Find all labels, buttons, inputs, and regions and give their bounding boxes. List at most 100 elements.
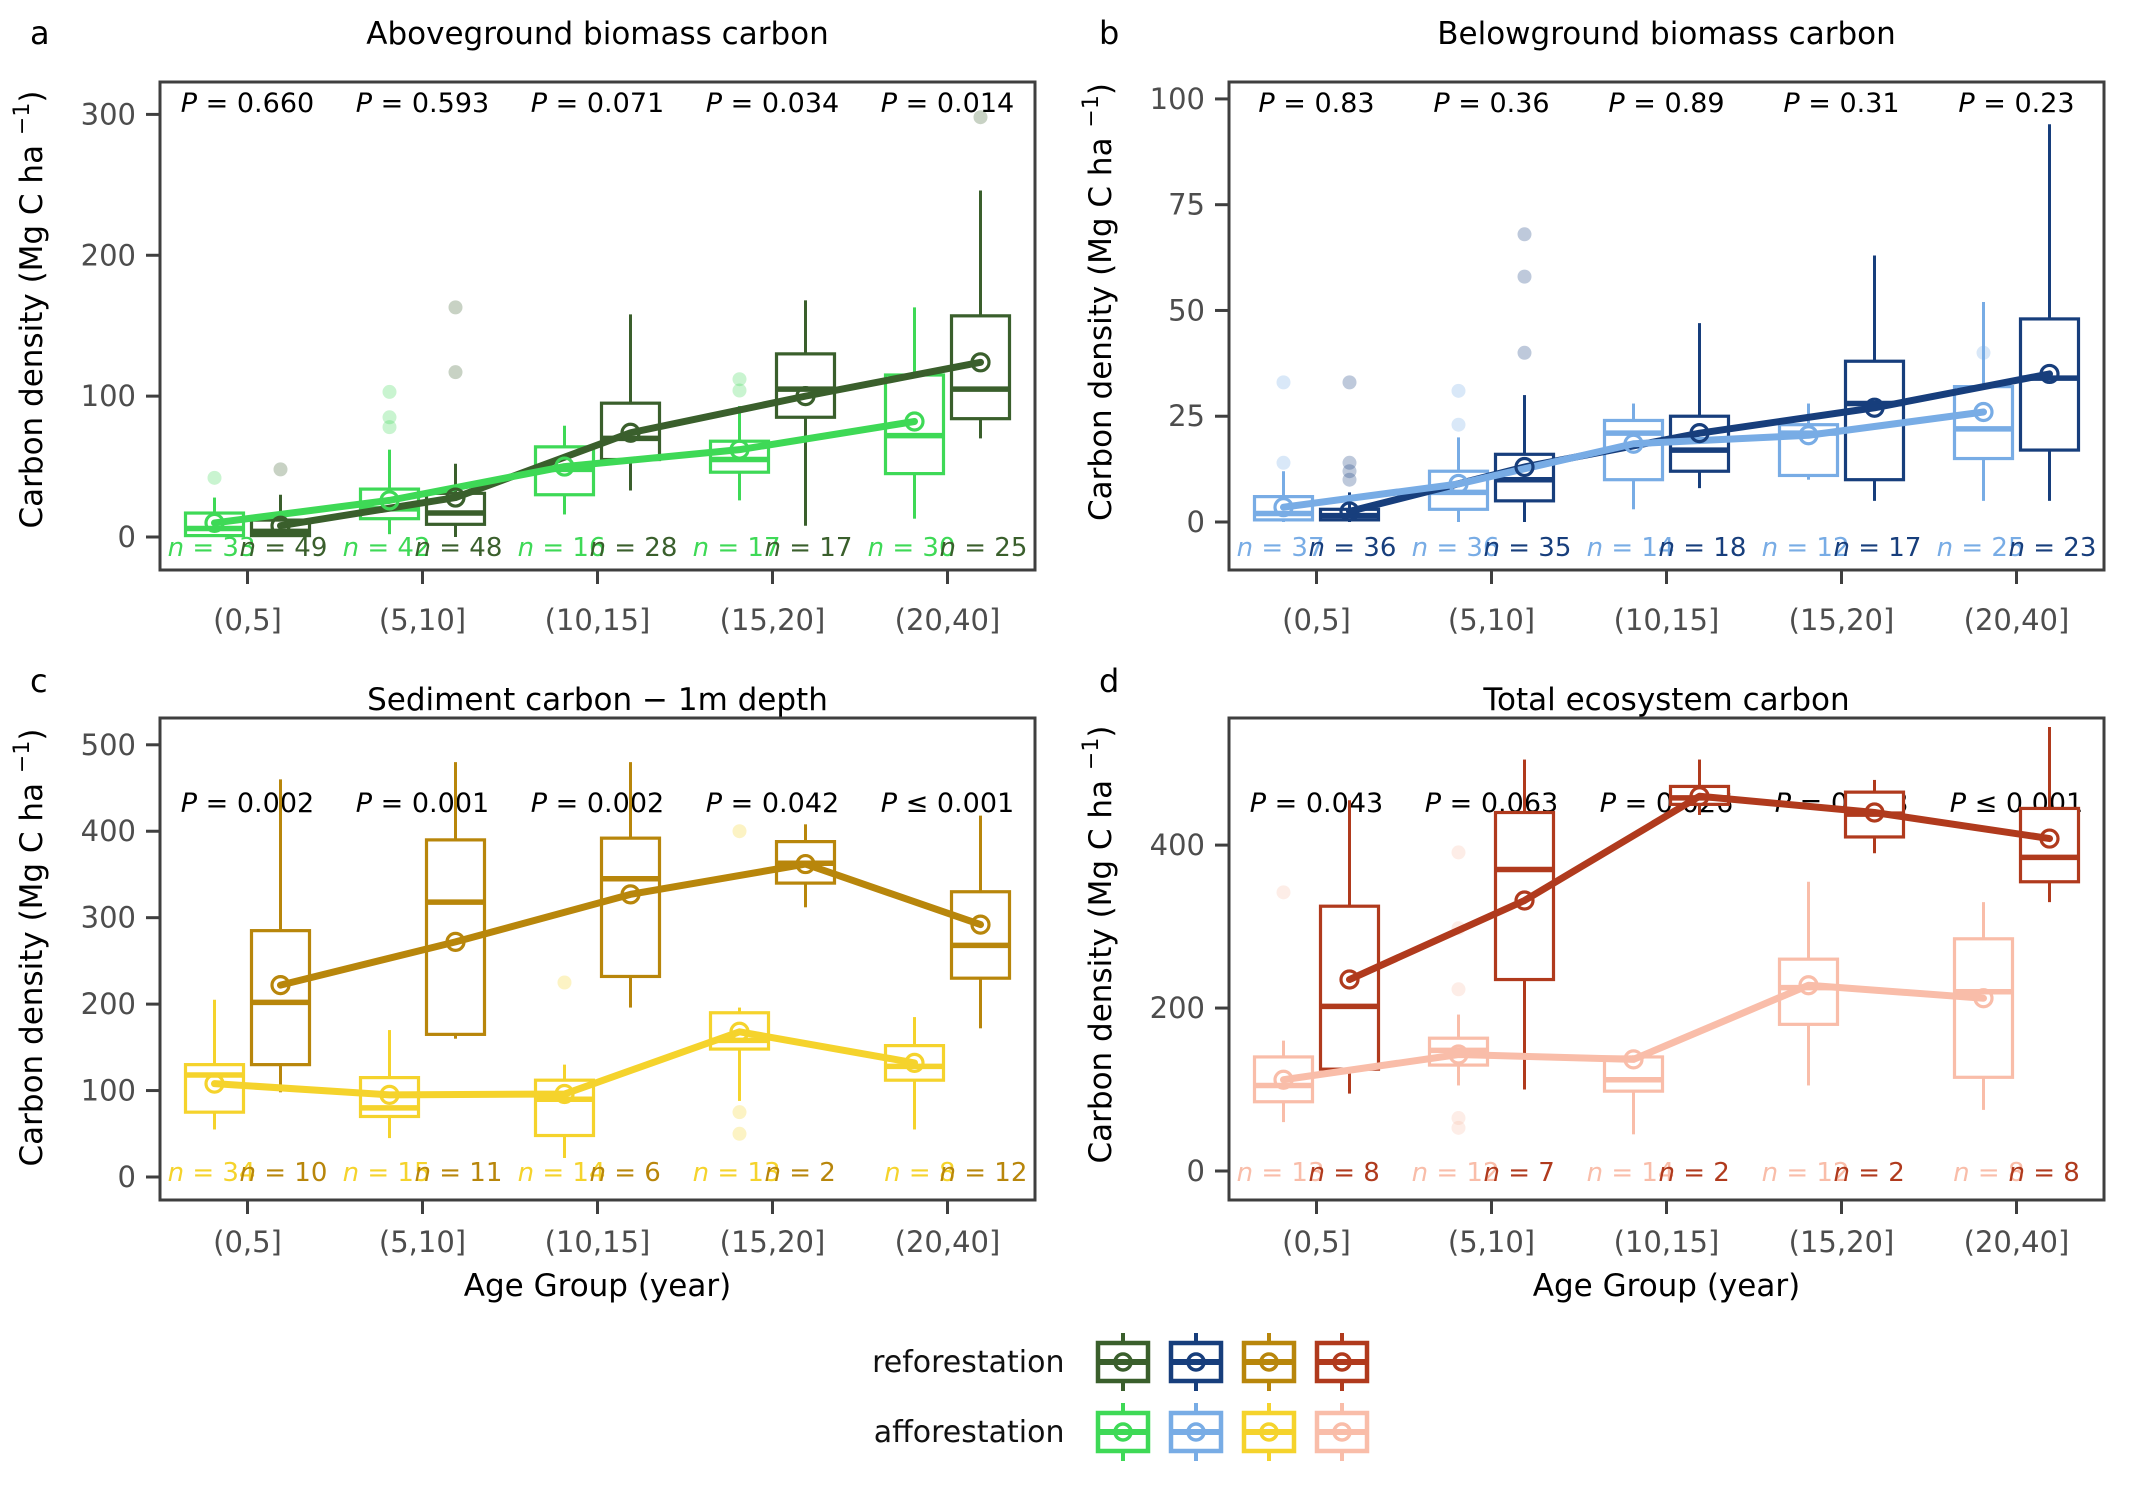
n-label-reforestation: n = 23 — [2009, 533, 2097, 563]
outlier-point — [1451, 1120, 1466, 1135]
outlier-point — [732, 1105, 747, 1120]
p-value-label: P = 0.001 — [356, 788, 489, 819]
mean-point-reforestation — [620, 422, 641, 443]
n-label-afforestation: n = 14 — [1587, 1158, 1675, 1188]
panel-letter: b — [1099, 14, 1119, 52]
mean-point-reforestation — [1339, 969, 1360, 990]
n-label-reforestation: n = 10 — [240, 1158, 328, 1188]
x-axis-title: Age Group (year) — [1533, 1268, 1800, 1304]
boxplot-afforestation-group2 — [1427, 845, 1490, 1135]
outlier-point — [1451, 845, 1466, 860]
n-label-afforestation: n = 13 — [693, 1158, 781, 1188]
panel-title: Total ecosystem carbon — [1482, 682, 1849, 718]
mean-point-afforestation — [1798, 425, 1819, 446]
panel-title: Belowground biomass carbon — [1437, 16, 1896, 52]
y-axis-title: Carbon density (Mg C ha −1) — [1079, 83, 1119, 521]
mean-point-reforestation — [1339, 501, 1360, 522]
outlier-point — [1342, 472, 1357, 487]
mean-point-afforestation — [729, 1021, 750, 1042]
y-tick-label: 200 — [1150, 991, 1205, 1025]
x-tick-label: (0,5] — [1282, 603, 1351, 637]
mean-point-afforestation — [204, 512, 225, 534]
boxplot-afforestation-group5 — [1952, 302, 2015, 501]
boxplot-afforestation-group3 — [533, 975, 596, 1158]
n-label-reforestation: n = 2 — [765, 1158, 836, 1188]
y-tick-label: 100 — [81, 1074, 136, 1108]
legend-glyph-afforestation-4 — [1314, 1403, 1369, 1461]
y-axis-title: Carbon density (Mg C ha −1) — [10, 91, 50, 529]
outlier-point — [1276, 885, 1291, 900]
n-label-afforestation: n = 33 — [168, 533, 256, 563]
y-tick-label: 500 — [81, 728, 136, 762]
mean-point-reforestation — [1689, 786, 1710, 807]
y-tick-label: 200 — [81, 987, 136, 1021]
boxplot-afforestation-group1 — [183, 470, 246, 538]
x-tick-label: (20,40] — [1964, 603, 2070, 637]
n-label-afforestation: n = 12 — [1762, 533, 1850, 563]
panel-svg-d: d Total ecosystem carbon Carbon density (M… — [1079, 662, 2106, 1304]
n-label-reforestation: n = 12 — [940, 1158, 1028, 1188]
n-label-afforestation: n = 15 — [343, 1158, 431, 1188]
boxplot-reforestation-group5 — [2018, 124, 2081, 501]
outlier-point — [1517, 269, 1532, 284]
boxplot-afforestation-group1 — [183, 999, 246, 1130]
outlier-point — [207, 470, 222, 485]
n-label-reforestation: n = 18 — [1659, 533, 1747, 563]
boxplot-reforestation-group3 — [1668, 323, 1731, 489]
boxplot-afforestation-group1 — [1252, 885, 1315, 1123]
legend-glyph-afforestation-1 — [1095, 1403, 1150, 1461]
glyph-mean-circle — [1258, 1352, 1279, 1372]
trend-line-afforestation — [1280, 408, 1987, 511]
panel-sediment-carbon: c Sediment carbon − 1m depth Carbon densit… — [0, 660, 1069, 1320]
mean-point-reforestation — [445, 487, 466, 508]
trend-line-afforestation — [211, 417, 918, 527]
boxplot-reforestation-group1 — [1318, 800, 1381, 1094]
n-label-afforestation: n = 17 — [693, 533, 781, 563]
y-tick-label: 0 — [1187, 1154, 1205, 1188]
n-label-reforestation: n = 17 — [765, 533, 853, 563]
boxplot-afforestation-group5 — [883, 1017, 946, 1130]
y-tick-label: 0 — [1187, 505, 1205, 539]
outlier-point — [1451, 383, 1466, 398]
p-value-label: P = 0.002 — [531, 788, 664, 819]
x-tick-label: (10,15] — [545, 1225, 651, 1259]
legend-label-afforestation: afforestation — [873, 1414, 1065, 1450]
boxplot-reforestation-group2 — [1493, 759, 1556, 1090]
x-tick-label: (10,15] — [1614, 1225, 1720, 1259]
n-label-afforestation: n = 14 — [1587, 533, 1675, 563]
outlier-point — [382, 420, 397, 435]
mean-point-reforestation — [270, 975, 291, 996]
x-tick-label: (20,40] — [895, 1225, 1001, 1259]
x-tick-label: (5,10] — [379, 1225, 466, 1259]
glyph-mean-circle — [1331, 1352, 1352, 1372]
legend-glyph-reforestation-4 — [1314, 1333, 1369, 1391]
x-tick-label: (15,20] — [1789, 1225, 1895, 1259]
legend: reforestation afforestation — [0, 1316, 2138, 1462]
box — [2018, 317, 2081, 452]
mean-point-reforestation — [1864, 802, 1885, 823]
outlier-point — [1342, 455, 1357, 470]
n-label-reforestation: n = 48 — [415, 533, 503, 563]
n-label-afforestation: n = 14 — [518, 1158, 606, 1188]
glyph-mean-circle — [1258, 1422, 1279, 1442]
outlier-point — [1342, 375, 1357, 390]
p-value-label: P = 0.89 — [1608, 88, 1724, 119]
n-label-reforestation: n = 2 — [1659, 1158, 1730, 1188]
trend-line-afforestation — [1280, 981, 1987, 1084]
outlier-point — [273, 462, 288, 477]
boxplot-afforestation-group3 — [1602, 403, 1665, 510]
n-label-reforestation: n = 8 — [1309, 1158, 1380, 1188]
y-tick-label: 0 — [118, 520, 136, 554]
mean-point-afforestation — [1448, 473, 1469, 495]
panel-letter: c — [30, 662, 48, 700]
boxplot-reforestation-group5 — [2018, 726, 2081, 903]
mean-point-afforestation — [1273, 1069, 1294, 1090]
box — [1952, 385, 2015, 461]
legend-label-reforestation: reforestation — [872, 1344, 1065, 1380]
x-axis-title: Age Group (year) — [464, 1268, 731, 1304]
boxplot-reforestation-group2 — [1493, 227, 1556, 522]
legend-row-afforestation: afforestation — [765, 1402, 1374, 1462]
mean-point-afforestation — [1973, 401, 1994, 423]
n-label-afforestation: n = 34 — [168, 1158, 256, 1188]
